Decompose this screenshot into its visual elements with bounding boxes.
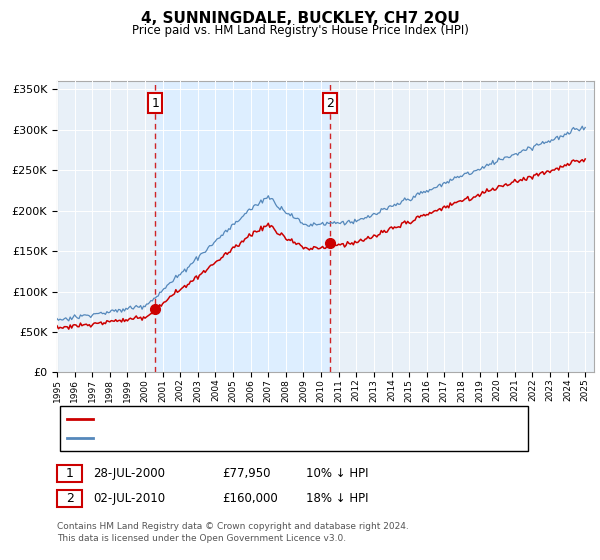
Text: £160,000: £160,000 (222, 492, 278, 505)
Text: 18% ↓ HPI: 18% ↓ HPI (306, 492, 368, 505)
Text: 1: 1 (151, 96, 159, 110)
Text: 10% ↓ HPI: 10% ↓ HPI (306, 466, 368, 480)
Text: 2: 2 (65, 492, 74, 505)
Text: 28-JUL-2000: 28-JUL-2000 (93, 466, 165, 480)
Text: HPI: Average price, detached house, Flintshire: HPI: Average price, detached house, Flin… (96, 433, 337, 444)
Bar (155, 81, 330, 372)
Text: 4, SUNNINGDALE, BUCKLEY, CH7 2QU: 4, SUNNINGDALE, BUCKLEY, CH7 2QU (140, 11, 460, 26)
Text: 4, SUNNINGDALE, BUCKLEY, CH7 2QU (detached house): 4, SUNNINGDALE, BUCKLEY, CH7 2QU (detach… (96, 413, 388, 423)
Text: 02-JUL-2010: 02-JUL-2010 (93, 492, 165, 505)
Text: 2: 2 (326, 96, 334, 110)
Text: £77,950: £77,950 (222, 466, 271, 480)
Text: Price paid vs. HM Land Registry's House Price Index (HPI): Price paid vs. HM Land Registry's House … (131, 24, 469, 37)
Text: Contains HM Land Registry data © Crown copyright and database right 2024.
This d: Contains HM Land Registry data © Crown c… (57, 522, 409, 543)
Text: 1: 1 (65, 466, 74, 480)
